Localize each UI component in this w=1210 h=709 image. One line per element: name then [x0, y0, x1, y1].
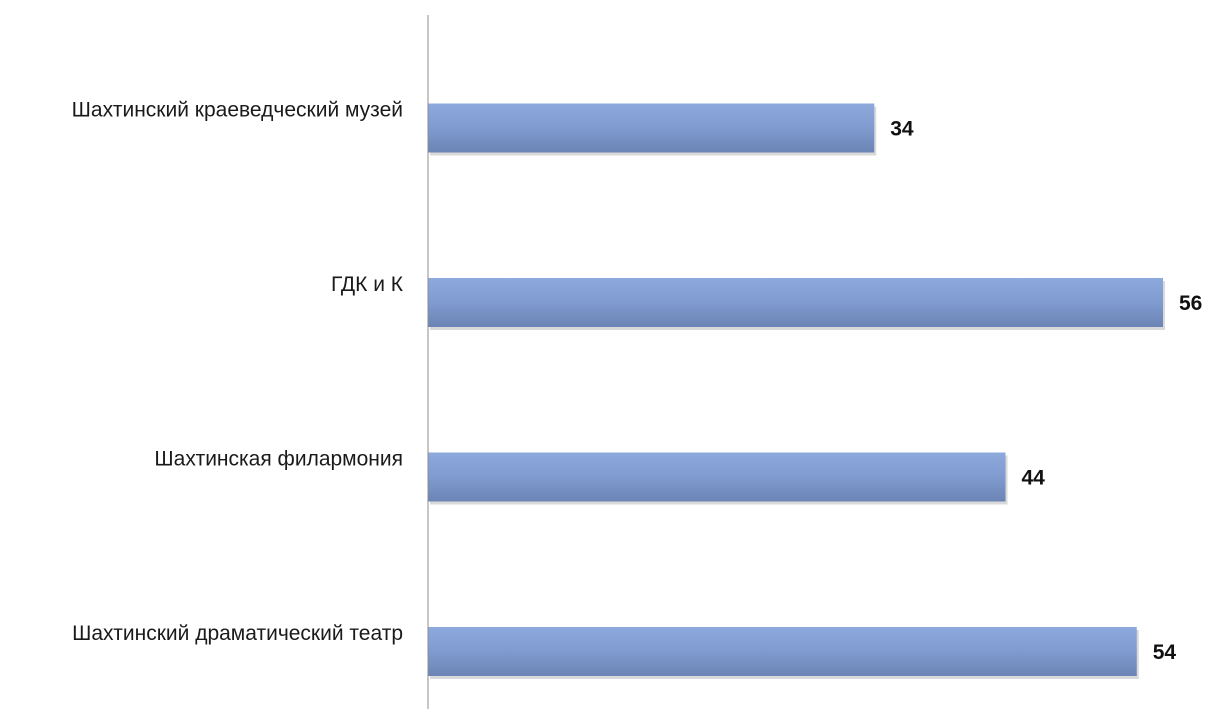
bar-shadows	[430, 106, 1165, 679]
bar	[428, 103, 875, 153]
category-label: Шахтинская филармония	[154, 448, 403, 471]
data-labels: 34 56 44 54	[890, 118, 1202, 665]
category-label: Шахтинский краеведческий музей	[72, 99, 403, 122]
bars-group	[428, 103, 1163, 676]
category-label: ГДК и К	[331, 273, 404, 296]
category-label: Шахтинский драматический театр	[72, 622, 403, 645]
bar	[428, 627, 1137, 676]
data-label: 44	[1022, 467, 1046, 490]
data-label: 54	[1153, 641, 1177, 664]
category-labels: Шахтинский краеведческий музей ГДК и К Шах…	[72, 99, 404, 646]
data-label: 56	[1179, 292, 1202, 315]
bar	[428, 278, 1163, 327]
data-label: 34	[890, 118, 914, 141]
bar	[428, 452, 1006, 502]
